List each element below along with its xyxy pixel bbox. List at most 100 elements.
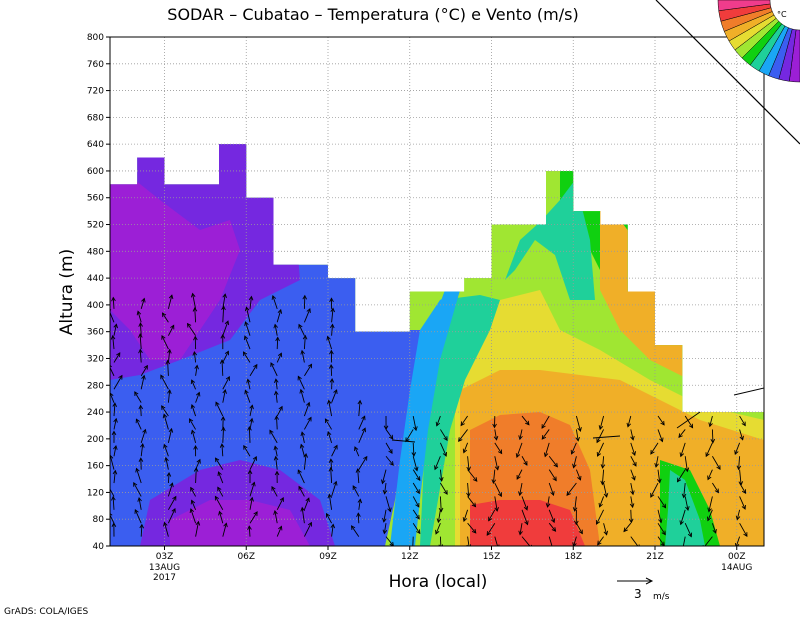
wind-arrow (245, 307, 251, 323)
wind-arrowhead (171, 507, 176, 513)
wind-arrowhead (631, 475, 636, 481)
wind-arrowhead (472, 477, 478, 482)
wind-arrow (574, 496, 577, 512)
wind-arrow (597, 442, 605, 457)
wind-arrow (248, 526, 251, 537)
wind-arrowhead (219, 443, 225, 448)
wind-arrowhead (113, 417, 118, 423)
wind-arrowhead (118, 374, 123, 380)
wind-arrow (331, 524, 334, 537)
wind-arrowhead (681, 493, 687, 499)
y-tick-label: 320 (87, 354, 104, 364)
wind-arrow (384, 482, 387, 494)
wind-arrow (113, 375, 123, 390)
wind-arrow (165, 457, 169, 470)
wind-reference-unit: m/s (653, 592, 670, 602)
wind-arrowhead (497, 492, 502, 498)
wind-arrow (113, 418, 117, 430)
wind-arrowhead (329, 323, 335, 329)
wind-arrow (221, 443, 224, 457)
wind-arrow (140, 405, 142, 417)
wind-arrow (677, 469, 686, 482)
wind-arrowhead (357, 399, 363, 405)
field-band (690, 340, 764, 380)
y-tick-label: 680 (87, 113, 104, 123)
wind-arrow (575, 415, 581, 432)
wind-arrowhead (442, 451, 448, 457)
wind-arrowhead (274, 470, 280, 476)
wind-arrowhead (135, 418, 140, 424)
wind-arrowhead (273, 455, 279, 461)
wind-arrow (327, 336, 333, 350)
wind-arrowhead (190, 403, 196, 409)
wind-arrow (739, 415, 746, 426)
wind-arrow (167, 508, 176, 524)
wind-arrow (303, 308, 311, 323)
wind-arrow (435, 523, 441, 535)
wind-arrowhead (326, 335, 331, 341)
wind-arrow (167, 428, 173, 443)
wind-arrow (193, 351, 197, 363)
wind-arrowhead (330, 523, 336, 529)
wind-arrowhead (133, 481, 138, 487)
wind-arrowhead (523, 505, 529, 511)
wind-arrow (195, 521, 199, 537)
wind-arrow (521, 509, 528, 525)
wind-arrow (167, 325, 175, 336)
wind-arrowhead (415, 502, 420, 508)
wind-arrow (684, 496, 689, 511)
wind-arrowhead (439, 477, 444, 482)
x-tick-label: 09Z (319, 552, 337, 562)
wind-arrow (573, 536, 577, 546)
wind-arrow (168, 496, 177, 511)
wind-arrow (163, 522, 169, 537)
wind-arrow (136, 468, 142, 484)
wind-arrowhead (275, 336, 280, 342)
wind-arrowhead (247, 425, 252, 431)
wind-arrowhead (113, 323, 118, 329)
wind-arrowhead (350, 525, 356, 530)
wind-arrowhead (224, 320, 230, 326)
wind-arrow (331, 389, 338, 403)
colorbar-unit: °C (777, 10, 787, 19)
wind-arrowhead (253, 363, 258, 369)
wind-arrow (521, 496, 528, 510)
wind-arrowhead (142, 428, 147, 434)
x-tick-sublabel: 2017 (153, 573, 176, 583)
wind-arrow (650, 442, 659, 455)
field-band (110, 160, 240, 360)
wind-arrow (297, 469, 305, 484)
wind-arrowhead (298, 485, 303, 491)
wind-arrowhead (352, 485, 357, 491)
wind-arrowhead (111, 495, 116, 501)
wind-arrow (712, 456, 721, 470)
wind-arrowhead (113, 445, 118, 450)
wind-arrowhead (217, 486, 222, 492)
x-axis-label: Hora (local) (389, 572, 488, 592)
wind-arrowhead (687, 532, 693, 538)
y-tick-label: 720 (87, 87, 104, 97)
wind-arrow (521, 415, 530, 425)
wind-arrow (112, 297, 115, 309)
grads-credit: GrADS: COLA/IGES (4, 607, 88, 617)
wind-arrowhead (466, 492, 471, 498)
wind-arrow (630, 482, 634, 495)
wind-arrow (134, 391, 142, 403)
wind-arrow (328, 400, 333, 417)
wind-arrow (113, 352, 121, 363)
x-tick-label: 06Z (237, 552, 255, 562)
wind-arrow (219, 511, 224, 524)
wind-arrow (272, 295, 278, 310)
wind-arrow (328, 494, 333, 510)
wind-arrowhead (166, 471, 172, 477)
wind-arrowhead (307, 521, 313, 527)
wind-arrow (630, 469, 636, 481)
wind-arrow (739, 522, 748, 537)
wind-arrowhead (307, 416, 312, 422)
wind-arrow (682, 536, 686, 546)
wind-arrow (192, 293, 197, 309)
colorbar-segment (717, 0, 771, 11)
wind-arrowhead (551, 548, 555, 552)
wind-arrowhead (138, 404, 144, 410)
wind-arrowhead (218, 510, 223, 516)
